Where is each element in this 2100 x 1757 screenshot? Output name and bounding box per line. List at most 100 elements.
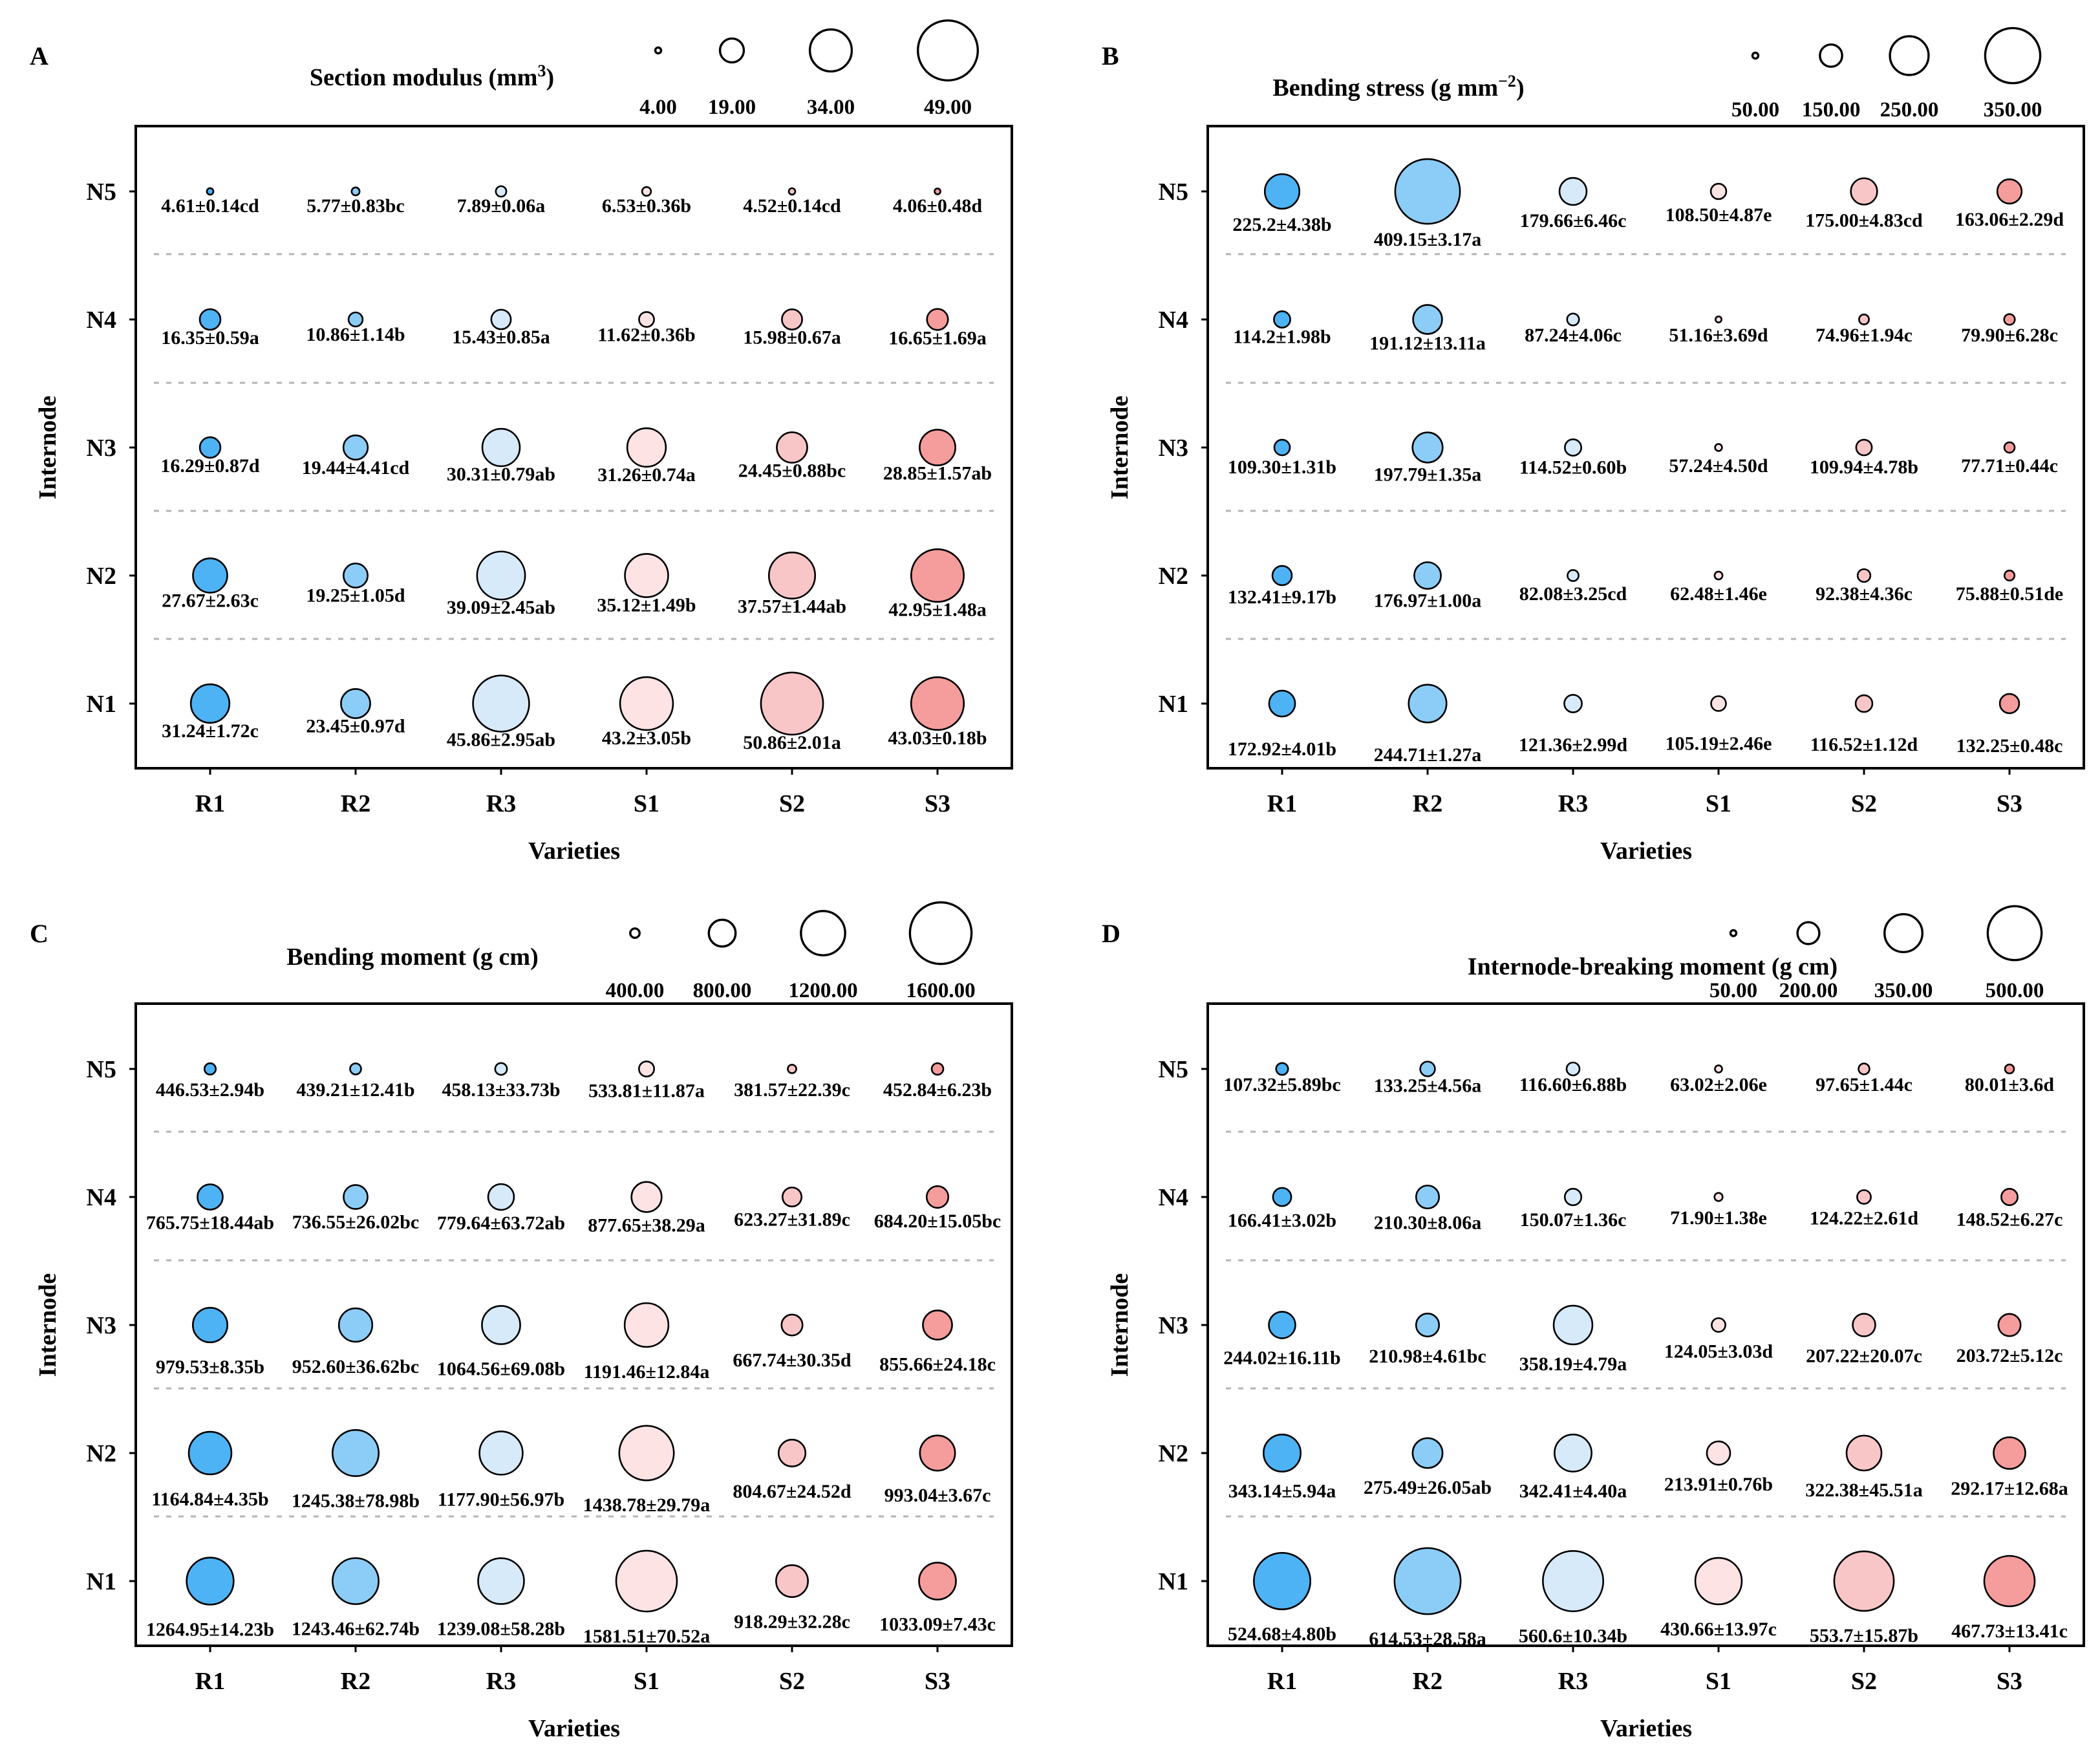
data-bubble (188, 1430, 233, 1476)
data-label: 5.77±0.83bc (306, 195, 404, 217)
data-label: 275.49±26.05ab (1364, 1477, 1492, 1498)
x-tick-label: S3 (925, 790, 950, 817)
data-label: 16.35±0.59a (161, 327, 259, 349)
size-legend-title: Bending stress (g mm−2) (1272, 72, 1524, 102)
data-label: 203.72±5.12c (1956, 1345, 2063, 1366)
size-legend-title-main: Bending moment (g cm) (286, 943, 538, 971)
x-tick-label: S2 (1851, 1668, 1877, 1695)
data-bubble (776, 431, 808, 464)
data-bubble (926, 308, 949, 331)
data-label: 24.45±0.88bc (738, 460, 846, 482)
data-bubble (1564, 438, 1582, 457)
y-tick-label: N4 (1159, 307, 1188, 334)
data-bubble (1709, 182, 1728, 200)
data-label: 343.14±5.94a (1228, 1481, 1336, 1502)
data-label: 197.79±1.35a (1374, 464, 1481, 485)
size-legend-title-sup: 3 (537, 61, 546, 80)
data-bubble (1710, 695, 1727, 712)
panel-b: B Bending stress (g mm−2) 50.00 150.00 250.0… (1102, 27, 2085, 865)
size-legend-value: 1600.00 (906, 979, 975, 1002)
data-bubble (1263, 173, 1301, 210)
data-bubble (1554, 1434, 1592, 1472)
data-bubble (478, 1430, 524, 1476)
size-legend-circle (1986, 905, 2043, 962)
data-bubble (1408, 684, 1448, 724)
size-legend-circle (1883, 913, 1923, 953)
data-bubble (347, 311, 364, 328)
data-bubble (1413, 561, 1442, 590)
data-label: 4.61±0.14cd (161, 195, 259, 217)
size-legend-title-main: Internode-breaking moment (g cm) (1468, 953, 1838, 980)
size-legend-value: 400.00 (606, 979, 665, 1002)
size-legend-circle (1796, 921, 1821, 945)
data-label: 87.24±4.06c (1525, 325, 1622, 346)
data-label: 16.65±1.69a (888, 327, 986, 349)
data-label: 31.24±1.72c (162, 720, 259, 742)
y-tick-label: N3 (87, 1312, 116, 1339)
data-bubble (332, 1429, 380, 1477)
data-bubble (350, 186, 361, 197)
size-legend-value: 49.00 (924, 96, 972, 119)
size-legend-circle (629, 927, 641, 939)
plot-frame (1206, 125, 2085, 770)
data-label: 736.55±26.02bc (292, 1212, 419, 1233)
data-bubble (476, 550, 526, 601)
x-tick-label: S1 (1706, 790, 1731, 817)
size-legend-value: 50.00 (1709, 979, 1757, 1002)
data-bubble (1852, 1313, 1876, 1337)
y-axis-title: Internode (34, 1273, 61, 1377)
panel-letter: C (30, 919, 48, 948)
data-bubble (338, 1307, 374, 1343)
data-label: 213.91±0.76b (1664, 1474, 1773, 1495)
x-tick-label: R1 (195, 1668, 225, 1695)
data-bubble (1415, 1312, 1441, 1338)
data-label: 765.75±18.44ab (146, 1213, 274, 1234)
y-tick-label: N3 (87, 435, 116, 462)
data-label: 148.52±6.27c (1956, 1209, 2063, 1231)
data-bubble (203, 1062, 217, 1076)
data-bubble (2003, 569, 2016, 582)
y-tick-label: N4 (87, 1184, 116, 1211)
size-legend-circle (654, 46, 663, 55)
data-label: 1033.09±7.43c (879, 1614, 996, 1635)
data-label: 30.31±0.79ab (447, 464, 555, 485)
data-bubble (332, 1557, 380, 1605)
data-bubble (1715, 316, 1722, 323)
data-bubble (788, 187, 797, 196)
data-bubble (1854, 694, 1874, 713)
data-label: 31.26±0.74a (597, 464, 695, 486)
data-bubble (2004, 1063, 2015, 1075)
data-label: 6.53±0.36b (602, 195, 691, 217)
x-tick-label: R3 (486, 1668, 516, 1695)
data-bubble (760, 671, 824, 736)
data-label: 439.21±12.41b (296, 1079, 414, 1101)
data-label: 623.27±31.89c (734, 1209, 850, 1231)
data-bubble (472, 674, 530, 733)
data-bubble (1855, 438, 1873, 457)
data-label: 952.60±36.62bc (292, 1356, 419, 1377)
y-tick-label: N4 (1159, 1184, 1188, 1211)
x-tick-label: S2 (1851, 790, 1877, 817)
data-bubble (918, 1562, 957, 1601)
data-label: 124.05±3.03d (1664, 1341, 1773, 1363)
y-tick-label: N5 (87, 1056, 116, 1083)
data-bubble (1997, 1313, 2022, 1337)
data-label: 109.94±4.78b (1810, 457, 1918, 478)
data-label: 1164.84±4.35b (151, 1489, 269, 1510)
data-bubble (1567, 569, 1580, 582)
data-bubble (1262, 1433, 1302, 1473)
data-label: 57.24±4.50d (1669, 455, 1768, 477)
data-label: 1191.46±12.84a (584, 1361, 710, 1383)
data-label: 292.17±12.68a (1951, 1478, 2068, 1500)
data-bubble (1271, 565, 1293, 587)
x-tick-label: R2 (1413, 1668, 1442, 1695)
panel-c: C Bending moment (g cm) 400.00 800.00 1200.0… (30, 901, 1013, 1742)
x-tick-label: R1 (1267, 1668, 1297, 1695)
x-tick-label: S3 (1997, 1668, 2022, 1695)
data-bubble (780, 1313, 804, 1337)
data-label: 39.09±2.45ab (447, 597, 555, 618)
data-label: 1438.78±29.79a (583, 1494, 710, 1516)
size-legend-title-main: Section modulus (mm (310, 64, 538, 91)
data-label: 467.73±13.41c (1951, 1621, 2068, 1642)
